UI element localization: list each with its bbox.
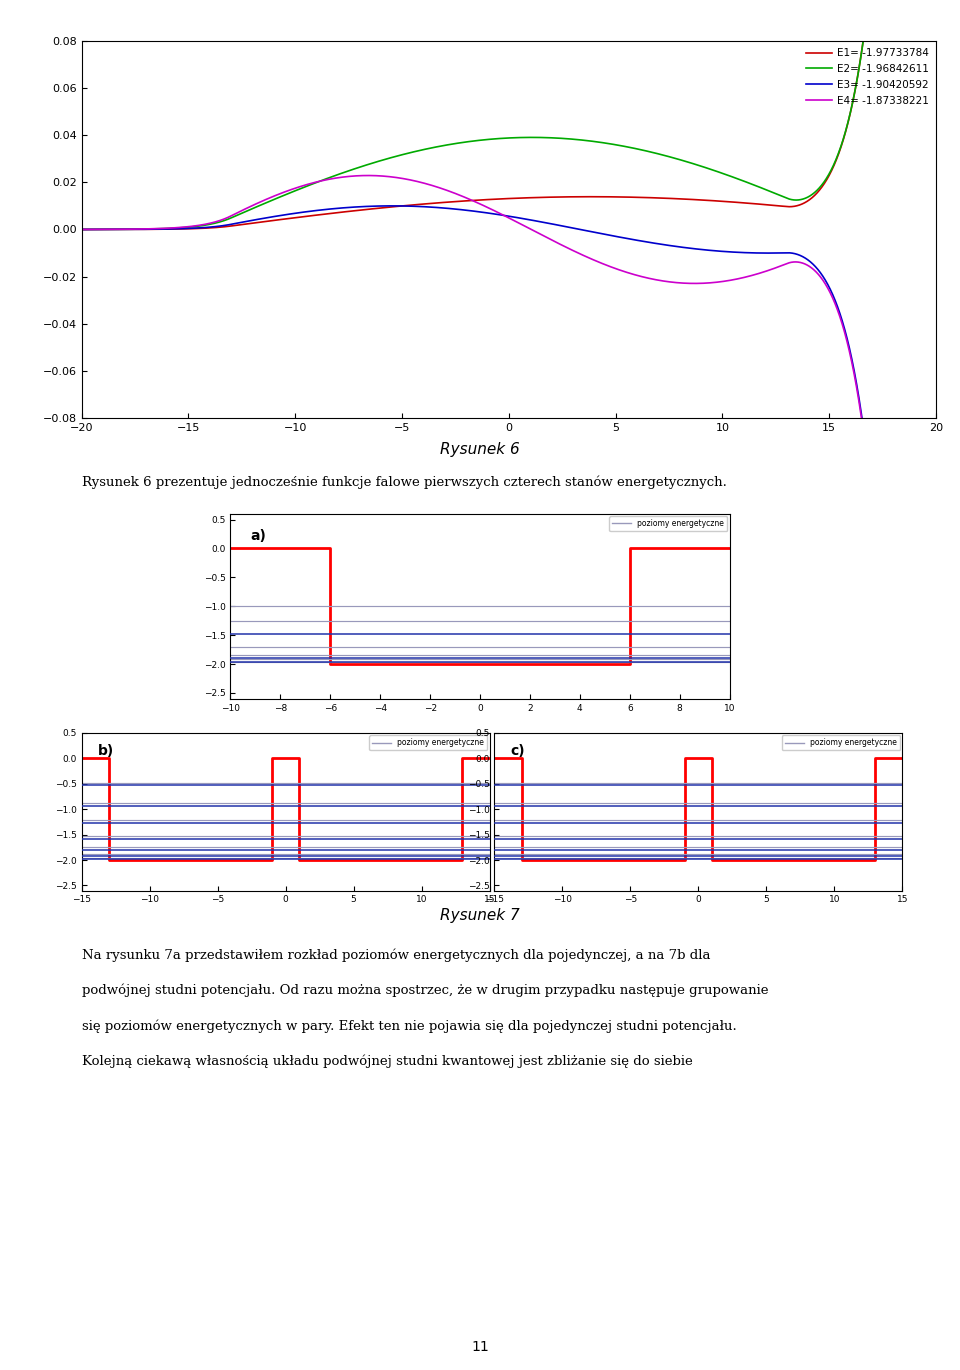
E2= -1.96842611 <box>127 221 138 237</box>
E3= -1.90420592 <box>127 221 138 237</box>
Text: Rysunek 6 prezentuje jednocześnie funkcje falowe pierwszych czterech stanów ener: Rysunek 6 prezentuje jednocześnie funkcj… <box>82 475 727 489</box>
Legend: poziomy energetyczne: poziomy energetyczne <box>369 736 488 751</box>
E3= -1.90420592 <box>885 771 897 788</box>
E3= -1.90420592 <box>243 212 254 229</box>
E1= -1.97733784 <box>493 190 505 207</box>
Text: się poziomów energetycznych w pary. Efekt ten nie pojawia się dla pojedynczej st: się poziomów energetycznych w pary. Efek… <box>82 1019 736 1033</box>
Text: a): a) <box>251 529 266 543</box>
E3= -1.90420592 <box>80 221 91 237</box>
Text: podwójnej studni potencjału. Od razu można spostrzec, że w drugim przypadku nast: podwójnej studni potencjału. Od razu moż… <box>82 984 768 997</box>
E4= -1.87338221 <box>76 222 87 238</box>
Line: E2= -1.96842611: E2= -1.96842611 <box>82 0 936 230</box>
Text: c): c) <box>511 744 525 758</box>
Text: Rysunek 7: Rysunek 7 <box>440 908 520 922</box>
Legend: E1= -1.97733784, E2= -1.96842611, E3= -1.90420592, E4= -1.87338221: E1= -1.97733784, E2= -1.96842611, E3= -1… <box>802 44 933 110</box>
E4= -1.87338221 <box>127 221 138 237</box>
Line: E1= -1.97733784: E1= -1.97733784 <box>82 0 936 230</box>
Text: b): b) <box>98 744 114 758</box>
Legend: poziomy energetyczne: poziomy energetyczne <box>781 736 900 751</box>
E2= -1.96842611 <box>493 130 505 147</box>
Text: Rysunek 6: Rysunek 6 <box>440 443 520 456</box>
E2= -1.96842611 <box>80 221 91 237</box>
E3= -1.90420592 <box>111 221 123 237</box>
E4= -1.87338221 <box>362 167 373 184</box>
Text: 11: 11 <box>471 1340 489 1354</box>
E3= -1.90420592 <box>493 207 505 223</box>
Legend: poziomy energetyczne: poziomy energetyczne <box>609 516 728 532</box>
E3= -1.90420592 <box>76 222 87 238</box>
E1= -1.97733784 <box>243 215 254 232</box>
E4= -1.87338221 <box>111 221 123 237</box>
E1= -1.97733784 <box>76 222 87 238</box>
E2= -1.96842611 <box>76 222 87 238</box>
E4= -1.87338221 <box>885 775 897 792</box>
Text: Kolejną ciekawą własnością układu podwójnej studni kwantowej jest zbliżanie się : Kolejną ciekawą własnością układu podwój… <box>82 1055 692 1069</box>
E2= -1.96842611 <box>243 201 254 218</box>
E1= -1.97733784 <box>80 221 91 237</box>
E3= -1.90420592 <box>387 197 398 214</box>
E4= -1.87338221 <box>493 206 505 222</box>
Line: E4= -1.87338221: E4= -1.87338221 <box>82 175 936 1370</box>
E4= -1.87338221 <box>80 221 91 237</box>
E2= -1.96842611 <box>111 221 123 237</box>
E4= -1.87338221 <box>243 199 254 215</box>
Text: Na rysunku 7a przedstawiłem rozkład poziomów energetycznych dla pojedynczej, a n: Na rysunku 7a przedstawiłem rozkład pozi… <box>82 948 710 962</box>
Line: E3= -1.90420592: E3= -1.90420592 <box>82 206 936 1370</box>
E1= -1.97733784 <box>111 221 123 237</box>
E1= -1.97733784 <box>127 221 138 237</box>
